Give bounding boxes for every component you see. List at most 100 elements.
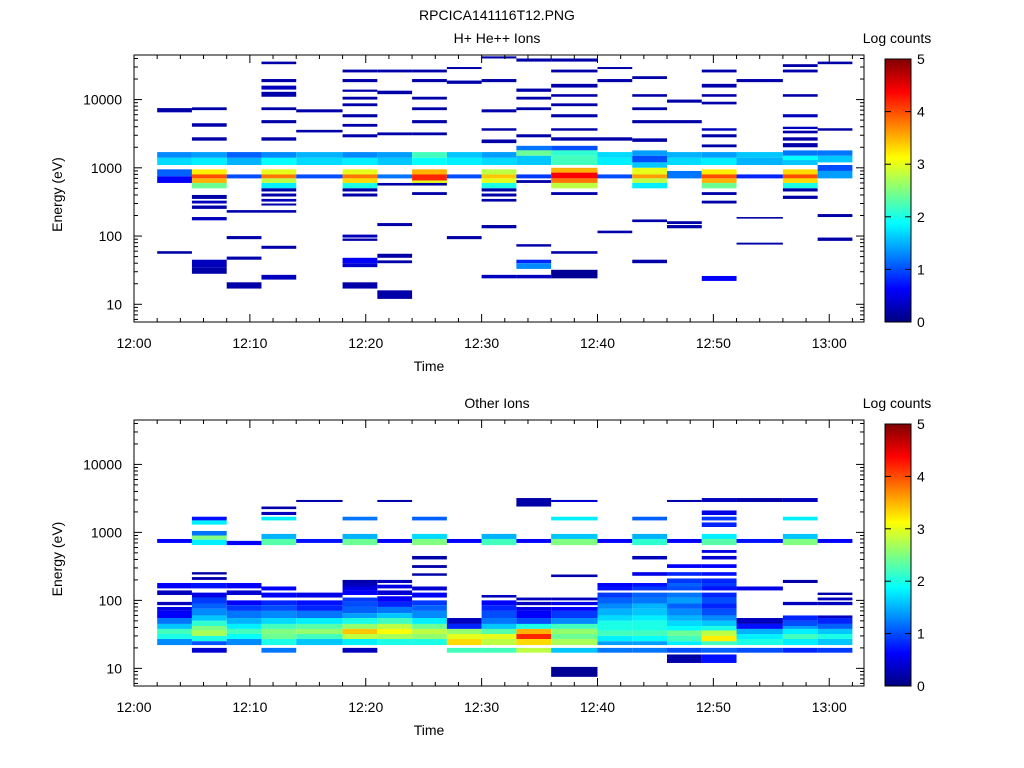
- heatmap-cell: [377, 253, 413, 258]
- heatmap-cell: [157, 152, 192, 158]
- heatmap-cell: [261, 169, 297, 175]
- heatmap-cell: [736, 618, 783, 624]
- heatmap-cell: [296, 623, 343, 629]
- heatmap-cell: [701, 516, 737, 521]
- heatmap-cell: [342, 533, 378, 539]
- heatmap-cell: [446, 80, 482, 84]
- heatmap-cell: [736, 623, 783, 629]
- heatmap-cell: [377, 579, 413, 584]
- heatmap-cell: [597, 647, 633, 653]
- heatmap-cell: [736, 498, 783, 502]
- heatmap-cell: [412, 623, 447, 629]
- heatmap-cell: [412, 533, 447, 539]
- heatmap-cell: [342, 618, 378, 624]
- heatmap-cell: [701, 169, 737, 175]
- heatmap-cell: [412, 592, 447, 598]
- heatmap-cell: [551, 538, 598, 546]
- heatmap-cell: [481, 623, 517, 629]
- heatmap-cell: [667, 564, 702, 568]
- heatmap-cell: [782, 69, 818, 73]
- heatmap-cell: [191, 123, 227, 127]
- heatmap-cell: [597, 174, 633, 179]
- heatmap-cell: [667, 538, 702, 543]
- heatmap-cell: [667, 578, 702, 584]
- heatmap-cell: [261, 137, 297, 141]
- heatmap-cell: [412, 610, 447, 619]
- heatmap-cell: [551, 499, 598, 502]
- heatmap-cell: [632, 615, 668, 621]
- heatmap-cell: [226, 590, 262, 595]
- heatmap-cell: [412, 107, 447, 111]
- heatmap-cell: [261, 85, 297, 90]
- heatmap-cell: [377, 152, 413, 158]
- heatmap-cell: [701, 134, 737, 138]
- heatmap-cell: [342, 583, 378, 587]
- heatmap-cell: [377, 538, 413, 543]
- heatmap-cell: [342, 182, 378, 189]
- heatmap-cell: [632, 647, 668, 653]
- x-axis: 12:00 12:10 12:20 12:30 12:40 12:50 13:00: [116, 55, 853, 351]
- heatmap-cell: [412, 586, 447, 591]
- x-tick-label: 12:50: [696, 699, 731, 715]
- heatmap-cell: [481, 193, 517, 197]
- x-tick-label: 12:00: [116, 335, 151, 351]
- heatmap-cell: [516, 244, 552, 247]
- heatmap-cell: [261, 61, 297, 65]
- y-axis-label: Energy (eV): [49, 522, 65, 597]
- heatmap-cell: [157, 601, 192, 606]
- heatmap-cell: [412, 192, 447, 195]
- heatmap-cell: [701, 69, 737, 73]
- heatmap-cell: [632, 586, 668, 591]
- heatmap-cell: [782, 639, 818, 646]
- x-axis-label: Time: [414, 358, 445, 374]
- heatmap-cell: [342, 639, 378, 646]
- heatmap-cell: [817, 155, 853, 163]
- heatmap-cell: [551, 103, 598, 107]
- heatmap-cell: [782, 620, 818, 626]
- heatmap-cell: [226, 623, 262, 629]
- heatmap-cell: [632, 167, 668, 175]
- heatmap-cell: [782, 533, 818, 539]
- colorbar-tick-label: 3: [917, 156, 925, 172]
- heatmap-cell: [551, 574, 598, 578]
- heatmap-cell: [551, 628, 598, 635]
- heatmap-cell: [261, 634, 297, 640]
- heatmap-cell: [632, 592, 668, 598]
- heatmap-cell: [296, 129, 343, 133]
- heatmap-cell: [516, 58, 552, 62]
- heatmap-cell: [191, 178, 227, 183]
- heatmap-cell: [191, 592, 227, 598]
- heatmap-cell: [817, 170, 853, 179]
- heatmap-cell: [481, 533, 517, 539]
- heatmap-cell: [481, 198, 517, 202]
- heatmap-cell: [667, 603, 702, 609]
- heatmap-cell: [701, 597, 737, 604]
- heatmap-cell: [516, 610, 552, 619]
- heatmap-cell: [342, 263, 378, 268]
- heatmap-cell: [701, 174, 737, 179]
- heatmap-cell: [817, 628, 853, 635]
- heatmap-cell: [597, 592, 633, 598]
- heatmap-cell: [667, 592, 702, 598]
- heatmap-cell: [481, 169, 517, 175]
- heatmap-cell: [632, 516, 668, 521]
- heatmap-cell: [701, 630, 737, 636]
- heatmap-cell: [516, 498, 552, 502]
- heatmap-cell: [191, 107, 227, 111]
- heatmap-cell: [667, 597, 702, 604]
- heatmap-cell: [551, 172, 598, 179]
- heatmap-cell: [191, 516, 227, 521]
- heatmap-cell: [551, 623, 598, 629]
- heatmap-cell: [551, 639, 598, 646]
- heatmap-cell: [481, 157, 517, 165]
- colorbar-label: Log counts: [863, 30, 932, 46]
- x-tick-label: 12:10: [232, 699, 267, 715]
- heatmap-cell: [701, 592, 737, 598]
- heatmap-cell: [481, 174, 517, 179]
- heatmap-cell: [597, 597, 633, 604]
- heatmap-cell: [701, 578, 737, 584]
- heatmap-cell: [632, 572, 668, 576]
- heatmap-cell: [667, 586, 702, 591]
- heatmap-cell: [782, 169, 818, 175]
- heatmap-cell: [551, 94, 598, 97]
